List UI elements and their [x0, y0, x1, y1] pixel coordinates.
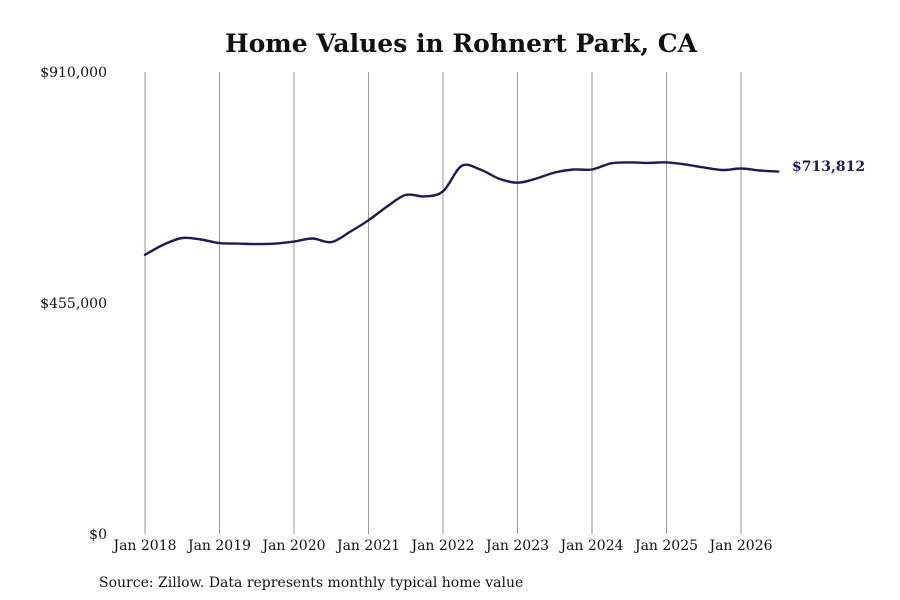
x-axis-ticks: Jan 2018 Jan 2019 Jan 2020 Jan 2021 Jan 2022…	[111, 538, 772, 554]
y-tick-label: $455,000	[40, 296, 107, 312]
home-value-line	[143, 161, 780, 256]
chart-title: Home Values in Rohnert Park, CA	[225, 29, 698, 58]
x-tick-label: Jan 2022	[409, 538, 474, 554]
x-tick-label: Jan 2021	[335, 538, 400, 554]
x-tick-label: Jan 2023	[484, 538, 549, 554]
series-layer	[143, 161, 780, 256]
x-tick-label: Jan 2020	[260, 538, 325, 554]
x-tick-label: Jan 2026	[707, 538, 772, 554]
x-tick-label: Jan 2025	[633, 538, 698, 554]
y-tick-label: $910,000	[40, 65, 107, 81]
y-tick-label: $0	[89, 527, 107, 543]
x-tick-label: Jan 2018	[111, 538, 176, 554]
y-axis-ticks: $0 $455,000 $910,000	[40, 65, 107, 543]
source-note: Source: Zillow. Data represents monthly …	[99, 575, 523, 591]
x-tick-label: Jan 2019	[186, 538, 251, 554]
last-value-label: $713,812	[792, 159, 865, 175]
x-gridlines	[144, 72, 742, 534]
x-tick-label: Jan 2024	[558, 538, 623, 554]
